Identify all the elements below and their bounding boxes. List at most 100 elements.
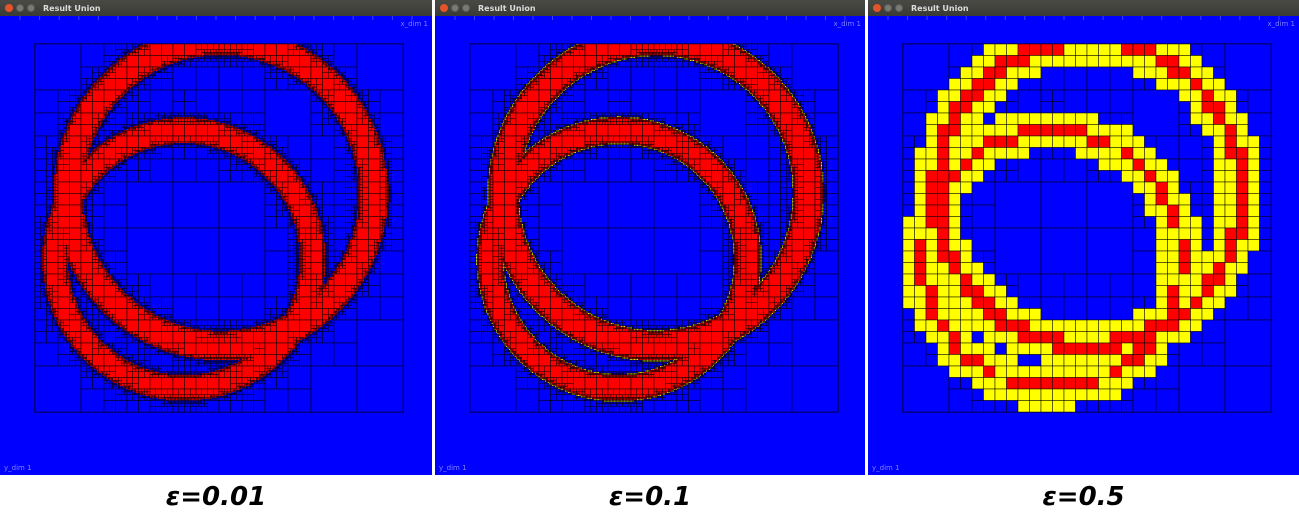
outside-cell xyxy=(348,81,352,85)
inside-cell xyxy=(109,101,113,105)
inside-cell xyxy=(115,95,119,99)
outside-cell xyxy=(236,161,240,166)
outside-cell xyxy=(328,115,332,120)
outside-cell xyxy=(388,176,392,180)
outside-cell xyxy=(98,135,105,142)
outside-cell xyxy=(109,63,112,66)
inside-cell xyxy=(210,53,212,56)
inside-cell xyxy=(362,118,369,125)
maximize-icon[interactable] xyxy=(27,4,35,12)
outside-cell xyxy=(230,61,237,68)
outside-cell xyxy=(80,293,85,298)
outside-cell xyxy=(190,61,197,68)
inside-cell xyxy=(279,63,283,68)
inside-cell xyxy=(230,49,234,53)
outside-cell xyxy=(60,135,63,138)
inside-cell xyxy=(115,308,128,321)
inside-cell xyxy=(106,308,111,312)
inside-cell xyxy=(54,201,59,206)
outside-cell xyxy=(98,72,102,76)
inside-cell xyxy=(328,89,335,96)
inside-cell xyxy=(293,216,297,220)
outside-cell xyxy=(330,63,335,68)
inside-cell xyxy=(342,124,346,128)
inside-cell xyxy=(236,132,240,137)
inside-cell xyxy=(49,230,53,235)
outside-cell xyxy=(253,173,257,177)
minimize-icon[interactable] xyxy=(16,4,24,12)
outside-cell xyxy=(126,92,131,97)
inside-cell xyxy=(385,212,388,214)
inside-cell xyxy=(46,250,59,263)
inside-cell xyxy=(57,181,70,194)
result-canvas[interactable]: x_dim 1 y_dim 1 xyxy=(0,16,432,475)
outside-cell xyxy=(123,128,126,131)
inside-cell xyxy=(244,155,249,160)
inside-cell xyxy=(207,49,211,53)
inside-cell xyxy=(180,141,182,144)
outside-cell xyxy=(215,150,220,154)
outside-cell xyxy=(138,101,151,114)
outside-cell xyxy=(66,121,69,124)
inside-cell xyxy=(313,213,318,217)
outside-cell xyxy=(138,122,141,125)
inside-cell xyxy=(146,147,149,150)
outside-cell xyxy=(201,61,208,68)
inside-cell xyxy=(362,204,369,211)
outside-cell xyxy=(126,285,133,292)
inside-cell xyxy=(72,299,76,304)
inside-cell xyxy=(159,66,162,69)
inside-cell xyxy=(80,141,87,148)
inside-cell xyxy=(112,66,116,71)
inside-cell xyxy=(351,141,355,145)
inside-cell xyxy=(379,155,384,160)
outside-cell xyxy=(106,115,111,120)
outside-cell xyxy=(144,84,151,91)
outside-cell xyxy=(52,184,54,187)
outside-cell xyxy=(57,132,62,137)
outside-cell xyxy=(253,61,260,68)
inside-cell xyxy=(95,256,99,260)
inside-cell xyxy=(172,58,177,62)
inside-cell xyxy=(328,95,335,102)
inside-cell xyxy=(132,153,135,155)
inside-cell xyxy=(210,121,214,125)
inside-cell xyxy=(95,124,99,128)
close-icon[interactable] xyxy=(5,4,13,12)
inside-cell xyxy=(115,63,119,68)
window-titlebar[interactable]: Result Union xyxy=(0,0,432,16)
inside-cell xyxy=(57,155,62,160)
outside-cell xyxy=(161,69,165,74)
outside-cell xyxy=(181,63,185,68)
outside-cell xyxy=(95,141,99,145)
outside-cell xyxy=(184,112,188,117)
inside-cell xyxy=(362,170,369,177)
inside-cell xyxy=(46,230,50,235)
inside-cell xyxy=(307,52,312,56)
outside-cell xyxy=(63,112,70,119)
outside-cell xyxy=(57,135,62,140)
outside-cell xyxy=(69,89,76,96)
outside-cell xyxy=(144,112,151,119)
inside-cell xyxy=(86,144,90,148)
outside-cell xyxy=(89,227,93,232)
inside-cell xyxy=(86,92,90,97)
inside-cell xyxy=(259,141,263,145)
outside-cell xyxy=(86,299,90,304)
outside-cell xyxy=(138,89,151,102)
inside-cell xyxy=(359,207,364,212)
outside-cell xyxy=(307,187,312,191)
inside-cell xyxy=(106,141,111,145)
outside-cell xyxy=(328,118,335,125)
outside-cell xyxy=(123,288,128,292)
outside-cell xyxy=(345,176,352,183)
inside-cell xyxy=(187,56,190,59)
outside-cell xyxy=(322,181,335,194)
inside-cell xyxy=(89,89,93,94)
inside-cell xyxy=(149,43,162,56)
inside-cell xyxy=(115,66,128,79)
outside-cell xyxy=(287,135,312,160)
inside-cell xyxy=(270,176,277,183)
inside-cell xyxy=(95,176,99,180)
outside-cell xyxy=(34,245,41,252)
